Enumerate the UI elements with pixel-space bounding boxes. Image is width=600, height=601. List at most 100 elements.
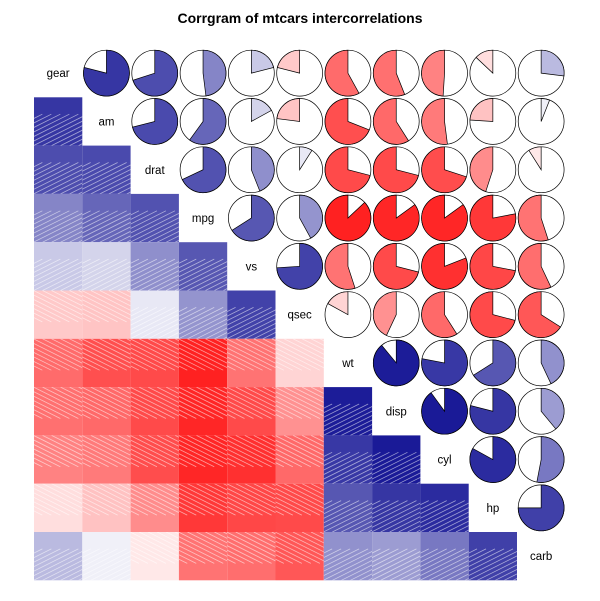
var-label-wt: wt [341, 358, 354, 370]
pie-cell-am-cyl [421, 98, 468, 145]
shade-hatch [227, 483, 276, 516]
pie-slice [421, 194, 468, 242]
pie-cell-cyl-carb [517, 436, 565, 483]
shade-hatch [323, 403, 373, 436]
shade-hatch [275, 532, 324, 564]
pie-cell-qsec-disp [372, 291, 420, 338]
shade-hatch [372, 548, 421, 581]
pie-slice [469, 291, 516, 338]
pie-slice [372, 146, 419, 194]
pie-cell-drat-disp [372, 146, 420, 194]
shade-cell-hp-drat [130, 483, 179, 532]
shade-hatch [227, 307, 276, 339]
pie-slice [421, 243, 468, 290]
pie-cell-drat-carb [517, 146, 565, 194]
shade-cell-drat-gear [34, 145, 83, 194]
shade-cell-hp-mpg [178, 483, 228, 532]
pie-slice [132, 49, 179, 97]
pie-cell-mpg-disp [372, 194, 420, 242]
shade-cell-qsec-drat [130, 290, 179, 339]
pie-cell-qsec-cyl [421, 291, 468, 338]
var-label-disp: disp [386, 406, 407, 418]
pie-slice [83, 49, 130, 97]
shade-hatch [130, 258, 179, 291]
shade-cell-carb-vs [227, 532, 276, 581]
pie-cell-mpg-hp [469, 194, 517, 242]
pie-slice [540, 98, 551, 122]
pie-slice [540, 339, 565, 385]
shade-cell-hp-wt [323, 483, 373, 533]
shade-cell-hp-am [82, 483, 131, 532]
shade-hatch [82, 483, 131, 516]
shade-hatch [178, 307, 228, 339]
pie-slice [540, 49, 565, 77]
shade-cell-carb-am [82, 532, 131, 581]
shade-cell-cyl-qsec [275, 435, 324, 484]
shade-hatch [275, 387, 324, 419]
pie-cell-am-drat [131, 98, 179, 145]
pie-cell-drat-hp [469, 146, 517, 194]
pie-cell-drat-cyl [421, 146, 468, 194]
shade-hatch [82, 435, 131, 468]
shade-hatch [34, 338, 83, 371]
shade-cell-hp-qsec [275, 483, 324, 532]
shade-hatch [130, 532, 179, 564]
pie-cell-am-vs [228, 98, 275, 145]
pie-cell-wt-disp [372, 339, 420, 387]
var-label-qsec: qsec [288, 310, 313, 322]
shade-hatch [82, 258, 131, 291]
shade-hatch [372, 500, 421, 533]
pie-slice [421, 98, 448, 145]
shade-hatch [227, 435, 276, 468]
shade-hatch [34, 113, 83, 146]
pie-slice [251, 49, 274, 74]
shade-cell-wt-am [82, 338, 131, 388]
pie-cell-wt-cyl [421, 339, 468, 387]
shade-cell-disp-drat [130, 387, 179, 436]
shade-cell-vs-gear [34, 242, 83, 291]
shade-cell-hp-disp [372, 483, 421, 533]
var-label-am: am [98, 116, 114, 128]
shade-cell-cyl-wt [323, 435, 373, 484]
shade-hatch [130, 338, 179, 371]
pie-slice [251, 146, 275, 192]
pie-slice [324, 194, 372, 242]
var-label-drat: drat [145, 165, 166, 177]
pie-cell-qsec-carb [517, 291, 565, 338]
pie-cell-gear-qsec [276, 49, 323, 97]
shade-cell-carb-disp [372, 532, 421, 581]
pie-slice [517, 484, 565, 532]
pie-cell-am-wt [324, 98, 372, 145]
pie-cell-qsec-hp [469, 291, 517, 338]
pie-slice [231, 194, 275, 242]
var-label-cyl: cyl [438, 455, 452, 467]
pie-slice [517, 243, 552, 290]
shade-hatch [34, 210, 83, 243]
shade-hatch [227, 532, 276, 564]
pie-slice [277, 49, 300, 74]
shade-cell-disp-mpg [178, 387, 228, 436]
shade-hatch [420, 548, 469, 581]
shade-cell-carb-wt [323, 532, 373, 581]
pie-cell-vs-hp [469, 243, 517, 290]
pie-slice [324, 98, 370, 145]
shade-hatch [275, 338, 324, 371]
pie-cell-drat-mpg [179, 146, 227, 194]
pie-cell-am-mpg [179, 98, 227, 145]
pie-cell-gear-mpg [179, 49, 227, 97]
shade-cell-mpg-drat [130, 193, 179, 243]
shade-hatch [178, 483, 228, 516]
shade-hatch [130, 483, 179, 516]
pie-cell-am-hp [469, 98, 517, 145]
shade-hatch [82, 338, 131, 371]
shade-cell-disp-qsec [275, 387, 324, 436]
pie-cell-am-qsec [276, 98, 323, 145]
pie-slice [421, 49, 445, 97]
shade-hatch [34, 290, 83, 323]
pie-cell-wt-hp [469, 339, 517, 387]
shade-hatch [420, 500, 469, 533]
pie-slice [475, 49, 494, 74]
shade-cell-vs-mpg [178, 242, 228, 291]
pie-slice [472, 339, 517, 387]
